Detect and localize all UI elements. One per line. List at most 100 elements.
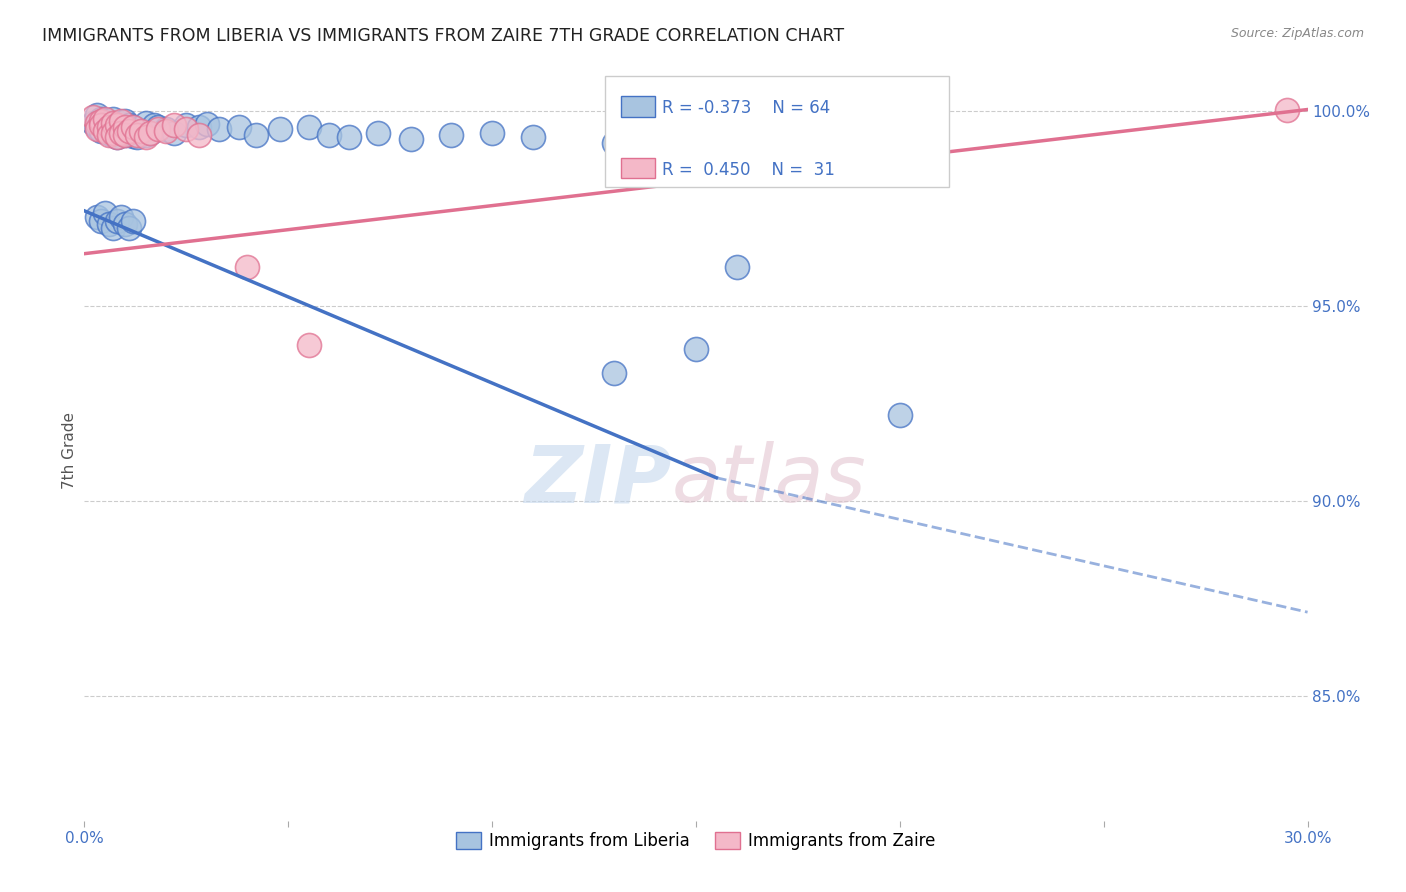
Point bbox=[114, 120, 136, 134]
Point bbox=[481, 126, 503, 140]
Point bbox=[86, 116, 108, 130]
Point bbox=[93, 114, 115, 128]
Point bbox=[90, 213, 112, 227]
Point bbox=[195, 117, 218, 131]
Point bbox=[110, 124, 132, 138]
Point bbox=[110, 114, 132, 128]
Point bbox=[603, 366, 626, 380]
Point bbox=[93, 206, 115, 220]
Point bbox=[339, 129, 361, 144]
Point bbox=[97, 126, 120, 140]
Point bbox=[298, 338, 321, 352]
Point bbox=[86, 120, 108, 134]
Point bbox=[685, 342, 707, 356]
Point bbox=[114, 114, 136, 128]
Point bbox=[90, 118, 112, 132]
Point bbox=[86, 210, 108, 224]
Point bbox=[82, 116, 104, 130]
Point bbox=[318, 128, 340, 142]
Point bbox=[118, 124, 141, 138]
Point bbox=[97, 218, 120, 232]
Point bbox=[122, 128, 145, 143]
Point bbox=[298, 120, 321, 134]
Text: ZIP: ZIP bbox=[524, 441, 672, 519]
Point bbox=[105, 118, 128, 132]
Point bbox=[114, 128, 136, 142]
Point bbox=[105, 129, 128, 144]
Point bbox=[90, 112, 112, 127]
Point bbox=[135, 116, 157, 130]
Point bbox=[1277, 103, 1299, 117]
Point bbox=[122, 213, 145, 227]
Point bbox=[110, 210, 132, 224]
Point bbox=[97, 116, 120, 130]
Point bbox=[101, 128, 124, 142]
Point bbox=[93, 112, 115, 127]
Point bbox=[685, 132, 707, 146]
Point bbox=[105, 213, 128, 227]
Point bbox=[114, 128, 136, 142]
Point bbox=[82, 110, 104, 124]
Text: atlas: atlas bbox=[672, 441, 866, 519]
Legend: Immigrants from Liberia, Immigrants from Zaire: Immigrants from Liberia, Immigrants from… bbox=[450, 825, 942, 856]
Point bbox=[127, 128, 149, 142]
Point bbox=[187, 128, 209, 142]
Point bbox=[93, 122, 115, 136]
Point bbox=[236, 260, 259, 275]
Point bbox=[131, 124, 153, 138]
Point bbox=[399, 132, 422, 146]
Point bbox=[127, 122, 149, 136]
Point bbox=[101, 221, 124, 235]
Point bbox=[522, 129, 544, 144]
Point bbox=[101, 120, 124, 134]
Point bbox=[269, 122, 291, 136]
Point bbox=[101, 116, 124, 130]
Point bbox=[367, 126, 389, 140]
Text: Source: ZipAtlas.com: Source: ZipAtlas.com bbox=[1230, 27, 1364, 40]
Point bbox=[86, 108, 108, 122]
Point bbox=[440, 128, 463, 142]
Point bbox=[114, 120, 136, 134]
Point bbox=[146, 122, 169, 136]
Point bbox=[187, 120, 209, 134]
Point bbox=[86, 122, 108, 136]
Text: IMMIGRANTS FROM LIBERIA VS IMMIGRANTS FROM ZAIRE 7TH GRADE CORRELATION CHART: IMMIGRANTS FROM LIBERIA VS IMMIGRANTS FR… bbox=[42, 27, 845, 45]
Point bbox=[97, 128, 120, 142]
Point bbox=[105, 129, 128, 144]
Y-axis label: 7th Grade: 7th Grade bbox=[62, 412, 77, 489]
Point bbox=[208, 122, 231, 136]
Text: R =  0.450    N =  31: R = 0.450 N = 31 bbox=[662, 161, 835, 178]
Point bbox=[163, 118, 186, 132]
Point bbox=[725, 260, 748, 275]
Point bbox=[889, 409, 911, 423]
Point bbox=[131, 124, 153, 138]
Point bbox=[135, 128, 157, 142]
Point bbox=[90, 114, 112, 128]
Text: R = -0.373    N = 64: R = -0.373 N = 64 bbox=[662, 99, 831, 117]
Point bbox=[146, 120, 169, 134]
Point bbox=[101, 126, 124, 140]
Point bbox=[97, 120, 120, 134]
Point bbox=[90, 124, 112, 138]
Point bbox=[138, 126, 160, 140]
Point bbox=[110, 126, 132, 140]
Point bbox=[122, 120, 145, 134]
Point bbox=[228, 120, 250, 134]
Point bbox=[122, 120, 145, 134]
Point bbox=[114, 218, 136, 232]
Point bbox=[105, 118, 128, 132]
Point bbox=[245, 128, 267, 142]
Point bbox=[135, 129, 157, 144]
Point bbox=[174, 122, 197, 136]
Point bbox=[155, 124, 177, 138]
Point bbox=[118, 126, 141, 140]
Point bbox=[118, 118, 141, 132]
Point bbox=[142, 118, 165, 132]
Point bbox=[603, 136, 626, 150]
Point bbox=[174, 118, 197, 132]
Point bbox=[138, 126, 160, 140]
Point bbox=[101, 112, 124, 127]
Point bbox=[110, 116, 132, 130]
Point bbox=[118, 221, 141, 235]
Point bbox=[93, 124, 115, 138]
